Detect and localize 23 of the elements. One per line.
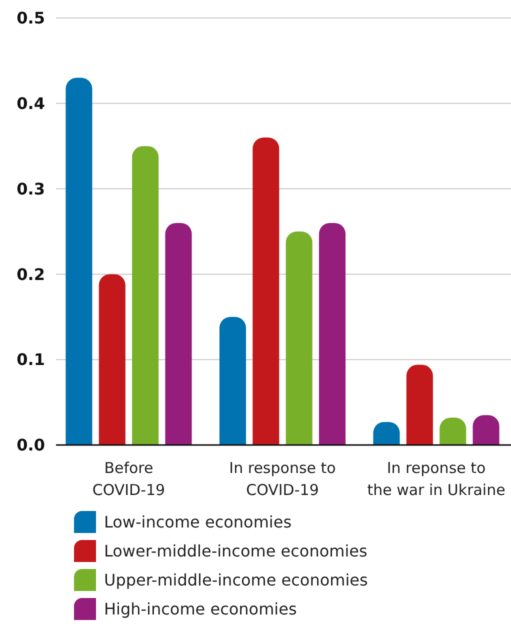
x-tick-label: Before COVID-19 [92, 459, 166, 499]
legend-label: Lower-middle-income economies [104, 542, 368, 561]
y-tick-label: 0.3 [16, 179, 45, 198]
bar [132, 146, 159, 445]
y-tick-label: 0.1 [16, 350, 45, 370]
bar [252, 138, 280, 445]
y-tick-label: 0.0 [16, 436, 45, 455]
legend-label: High-income economies [104, 600, 297, 619]
legend-label: Upper-middle-income economies [104, 570, 368, 590]
y-tick-label: 0.2 [16, 264, 45, 284]
bar [219, 316, 246, 445]
legend-label: Low-income economies [104, 512, 292, 532]
y-tick-label: 0.4 [16, 94, 45, 113]
x-tick-label: In reponse to the war in Ukraine [367, 459, 506, 499]
bar [472, 415, 500, 445]
x-tick-label: In response to COVID-19 [229, 459, 336, 499]
bar [165, 222, 192, 445]
bar [286, 232, 312, 445]
bar [319, 222, 346, 445]
bar [66, 78, 92, 445]
y-tick-label: 0.5 [16, 8, 45, 28]
bar [98, 274, 126, 445]
bar [406, 364, 433, 445]
